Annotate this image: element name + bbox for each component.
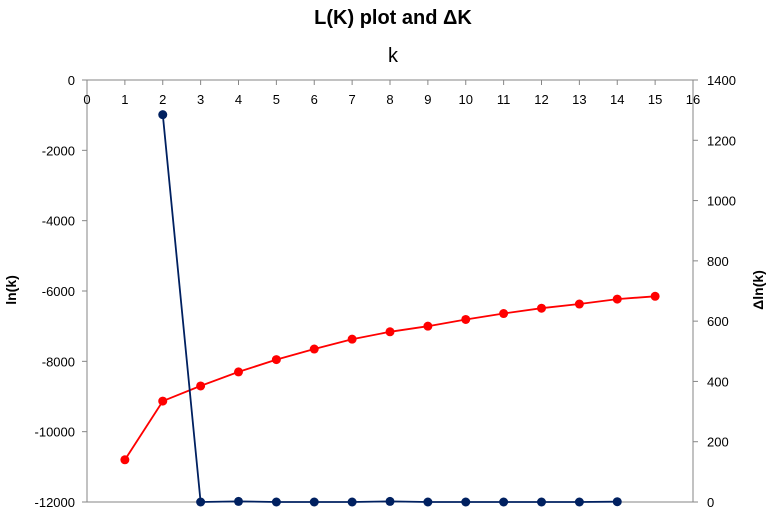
series-1-point — [423, 321, 433, 331]
series-2-point — [385, 496, 395, 506]
series-2-point — [347, 497, 357, 507]
y-tick-label: -8000 — [42, 354, 75, 369]
chart-title: L(K) plot and ΔK — [314, 7, 472, 29]
series-line-2 — [161, 114, 618, 503]
series-1-point — [309, 344, 319, 354]
x-tick-label: 11 — [497, 92, 511, 107]
axes-group: 0 1 2 3 4 5 6 7 8 9 10 11 12 13 14 15 160-2000-4000-6000… — [35, 73, 736, 510]
y2-tick-label: 400 — [707, 374, 729, 389]
y2-tick-label: 600 — [707, 314, 729, 329]
series-2-point — [158, 110, 168, 120]
x-tick-label: 14 — [610, 92, 624, 107]
x-tick-label: 3 — [197, 92, 204, 107]
x-axis-title: k — [388, 45, 399, 67]
series-2-point — [234, 496, 243, 506]
y-tick-label: -6000 — [42, 284, 75, 299]
series-1-point — [234, 367, 243, 377]
y-tick-label: -4000 — [42, 214, 75, 229]
y2-axis-title: Δln(k) — [750, 270, 766, 310]
y-tick-label: 0 — [68, 73, 75, 88]
x-tick-label: 6 — [311, 92, 318, 107]
series-2-point — [423, 497, 433, 507]
series-2-point — [461, 497, 471, 507]
series-2-point — [271, 497, 281, 507]
y2-tick-label: 0 — [707, 495, 714, 510]
x-tick-label: 12 — [534, 92, 548, 107]
series-group — [120, 110, 660, 507]
y2-tick-label: 1400 — [707, 73, 736, 88]
series-2-point — [574, 497, 584, 507]
series-2-point — [537, 497, 546, 507]
series-1-point — [612, 294, 622, 304]
x-tick-label: 1 — [121, 92, 128, 107]
series-1-point — [271, 355, 281, 365]
y-tick-label: -10000 — [35, 425, 75, 440]
series-2-point — [612, 497, 622, 507]
y2-tick-label: 1200 — [707, 133, 736, 148]
x-tick-label: 10 — [459, 92, 473, 107]
x-tick-label: 15 — [648, 92, 662, 107]
series-1-point — [461, 314, 471, 324]
series-2-point — [309, 497, 319, 507]
y2-tick-label: 1000 — [707, 194, 736, 209]
x-tick-label: 0 — [83, 92, 90, 107]
series-1-point — [574, 299, 584, 309]
y2-tick-label: 200 — [707, 435, 729, 450]
x-tick-label: 5 — [273, 92, 280, 107]
y2-tick-label: 800 — [707, 254, 729, 269]
x-tick-label: 4 — [235, 92, 242, 107]
series-1-point — [499, 309, 509, 319]
series-2-point — [499, 497, 509, 507]
series-1-point — [158, 396, 168, 406]
series-1-point — [650, 291, 660, 301]
x-tick-label: 8 — [386, 92, 393, 107]
x-tick-label: 9 — [424, 92, 431, 107]
x-tick-label: 16 — [686, 92, 700, 107]
y-tick-label: -12000 — [35, 495, 75, 510]
x-tick-label: 13 — [572, 92, 586, 107]
x-tick-label: 2 — [159, 92, 166, 107]
series-1-point — [347, 334, 357, 344]
series-1-point — [196, 381, 206, 391]
series-1-point — [385, 327, 395, 337]
series-1-point — [537, 303, 546, 313]
x-tick-label: 7 — [349, 92, 356, 107]
y-axis-title: ln(k) — [3, 275, 19, 305]
series-line-1 — [124, 295, 656, 461]
y-tick-label: -2000 — [42, 143, 75, 158]
series-1-point — [120, 455, 130, 465]
series-2-point — [196, 497, 206, 507]
